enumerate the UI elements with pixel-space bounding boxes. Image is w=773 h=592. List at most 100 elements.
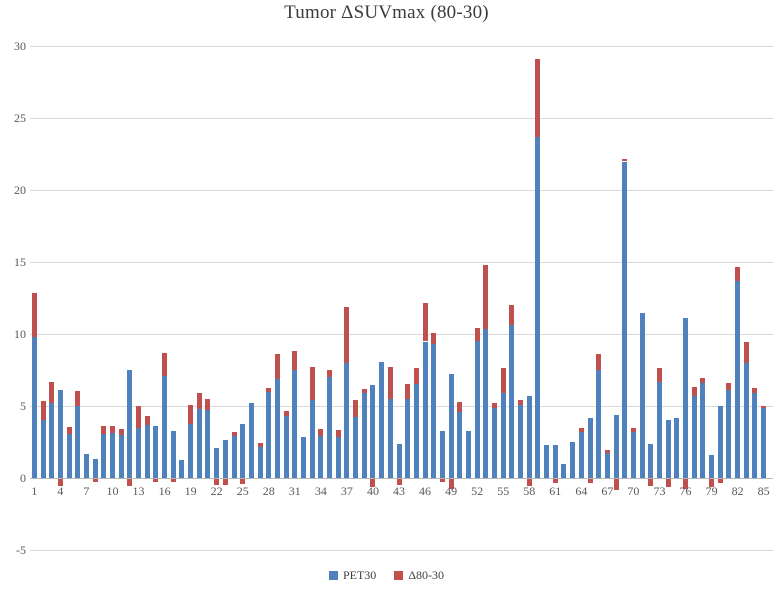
delta-bar [422,302,428,342]
pet30-bar [170,430,176,479]
delta-bar [691,386,697,397]
x-axis-tick-label: 1 [31,484,38,499]
pet30-bar [179,459,185,479]
pet30-bar [153,425,159,479]
pet30-bar [222,440,228,479]
pet30-bar [674,417,680,479]
delta-bar [526,478,532,486]
pet30-bar [92,458,98,479]
delta-bar [309,367,315,400]
delta-bar [57,478,63,486]
delta-bar [136,405,142,428]
pet30-bar [483,329,489,479]
delta-bar [335,430,341,437]
delta-bar [439,478,445,483]
delta-bar [109,425,115,433]
delta-bar [66,427,72,435]
pet30-bar [248,403,254,479]
legend-item-pet30: PET30 [328,568,376,583]
pet30-bar [656,381,662,479]
gridline [30,549,773,551]
pet30-bar [448,373,454,479]
y-axis-tick-label: 25 [14,111,26,126]
pet30-bar [735,281,741,479]
pet30-bar [752,393,758,479]
delta-bar [196,392,202,410]
delta-bar [162,353,168,377]
pet30-bar [613,414,619,479]
delta-bar [483,265,489,330]
pet30-bar [665,419,671,479]
delta-bar [75,391,81,407]
pet30-bar [274,378,280,479]
pet30-bar [691,396,697,479]
delta-bar [596,354,602,371]
pet30-bar [439,430,445,479]
delta-bar [656,368,662,382]
pet30-bar [457,412,463,479]
delta-bar [361,389,367,394]
delta-bar [500,368,506,394]
delta-bar [387,367,393,400]
x-axis-tick-label: 34 [314,484,327,499]
pet30-bar [596,370,602,479]
delta-bar [448,478,454,489]
delta-bar [604,449,610,454]
y-axis-tick-label: 15 [14,255,26,270]
pet30-bar [109,432,115,479]
legend: PET30 Δ80-30 [0,568,773,583]
delta-bar [396,478,402,486]
x-axis-tick-label: 52 [471,484,484,499]
pet30-bar [509,324,515,479]
pet30-bar [526,396,532,479]
delta-bar [735,267,741,281]
pet30-bar [162,376,168,479]
x-axis-tick-label: 79 [705,484,718,499]
x-axis-line [30,477,773,479]
pet30-bar [717,406,723,479]
gridline [30,333,773,335]
pet30-bar [370,385,376,479]
delta-bar [118,429,124,436]
pet30-bar [214,448,220,479]
pet30-bar [144,425,150,479]
delta-bar [474,327,480,341]
pet30-bar [49,403,55,479]
pet30-bar [188,424,194,479]
pet30-bar [431,344,437,479]
delta-bar [188,404,194,425]
pet30-bar [127,369,133,479]
delta-bar [49,381,55,404]
pet30-bar [292,370,298,479]
pet30-bar [405,399,411,479]
x-axis-tick-label: 46 [419,484,432,499]
delta-bar [518,399,524,405]
delta-bar [578,427,584,433]
pet30-bar [75,406,81,479]
pet30-bar [743,363,749,479]
x-axis-tick-label: 64 [575,484,588,499]
pet30-bar [57,390,63,479]
x-axis-tick-label: 10 [106,484,119,499]
pet30-bar [761,407,767,479]
pet30-bar [240,424,246,479]
pet30-bar [101,433,107,479]
y-axis-tick-label: 10 [14,327,26,342]
pet30-bar [136,427,142,479]
x-axis-tick-label: 55 [497,484,510,499]
pet30-bar [205,409,211,479]
pet30-bar [570,442,576,479]
x-axis-tick-label: 43 [393,484,405,499]
pet30-bar [700,383,706,479]
pet30-bar [578,432,584,479]
x-axis-tick-label: 73 [653,484,666,499]
pet30-bar [283,416,289,479]
pet30-bar [318,435,324,479]
delta-bar [552,478,558,484]
delta-bar [127,478,133,486]
pet30-bar [266,391,272,479]
delta-bar [170,478,176,483]
delta-bar [283,411,289,417]
delta-bar [613,478,619,491]
x-axis-tick-label: 85 [757,484,770,499]
